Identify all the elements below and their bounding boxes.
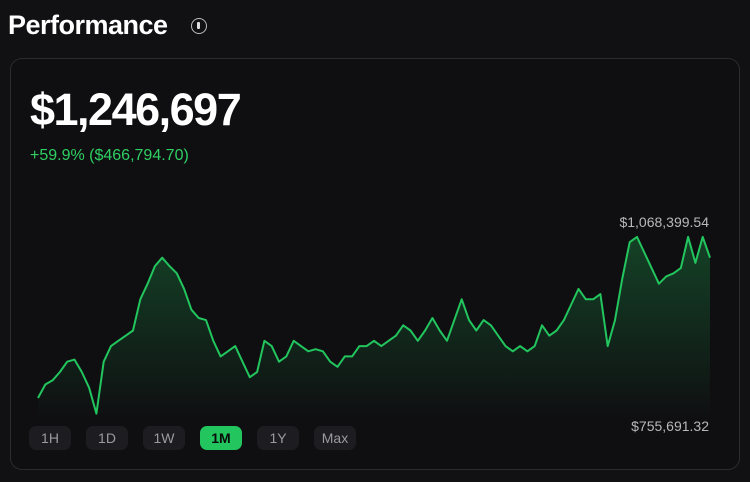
range-button[interactable]: Max — [314, 426, 356, 450]
low-label: $755,691.32 — [631, 418, 709, 434]
portfolio-value: $1,246,697 — [30, 84, 242, 135]
range-button[interactable]: 1M — [200, 426, 242, 450]
range-button[interactable]: 1H — [29, 426, 71, 450]
range-button[interactable]: 1Y — [257, 426, 299, 450]
range-button[interactable]: 1W — [143, 426, 185, 450]
range-buttons: 1H 1D 1W 1M 1Y Max — [29, 426, 371, 450]
title: Performance — [8, 10, 168, 40]
price-line — [37, 235, 711, 415]
high-label: $1,068,399.54 — [619, 214, 709, 230]
change: +59.9% ($466,794.70) — [30, 147, 189, 164]
info-icon[interactable] — [191, 18, 207, 34]
range-button[interactable]: 1D — [86, 426, 128, 450]
area-fill — [38, 236, 710, 419]
